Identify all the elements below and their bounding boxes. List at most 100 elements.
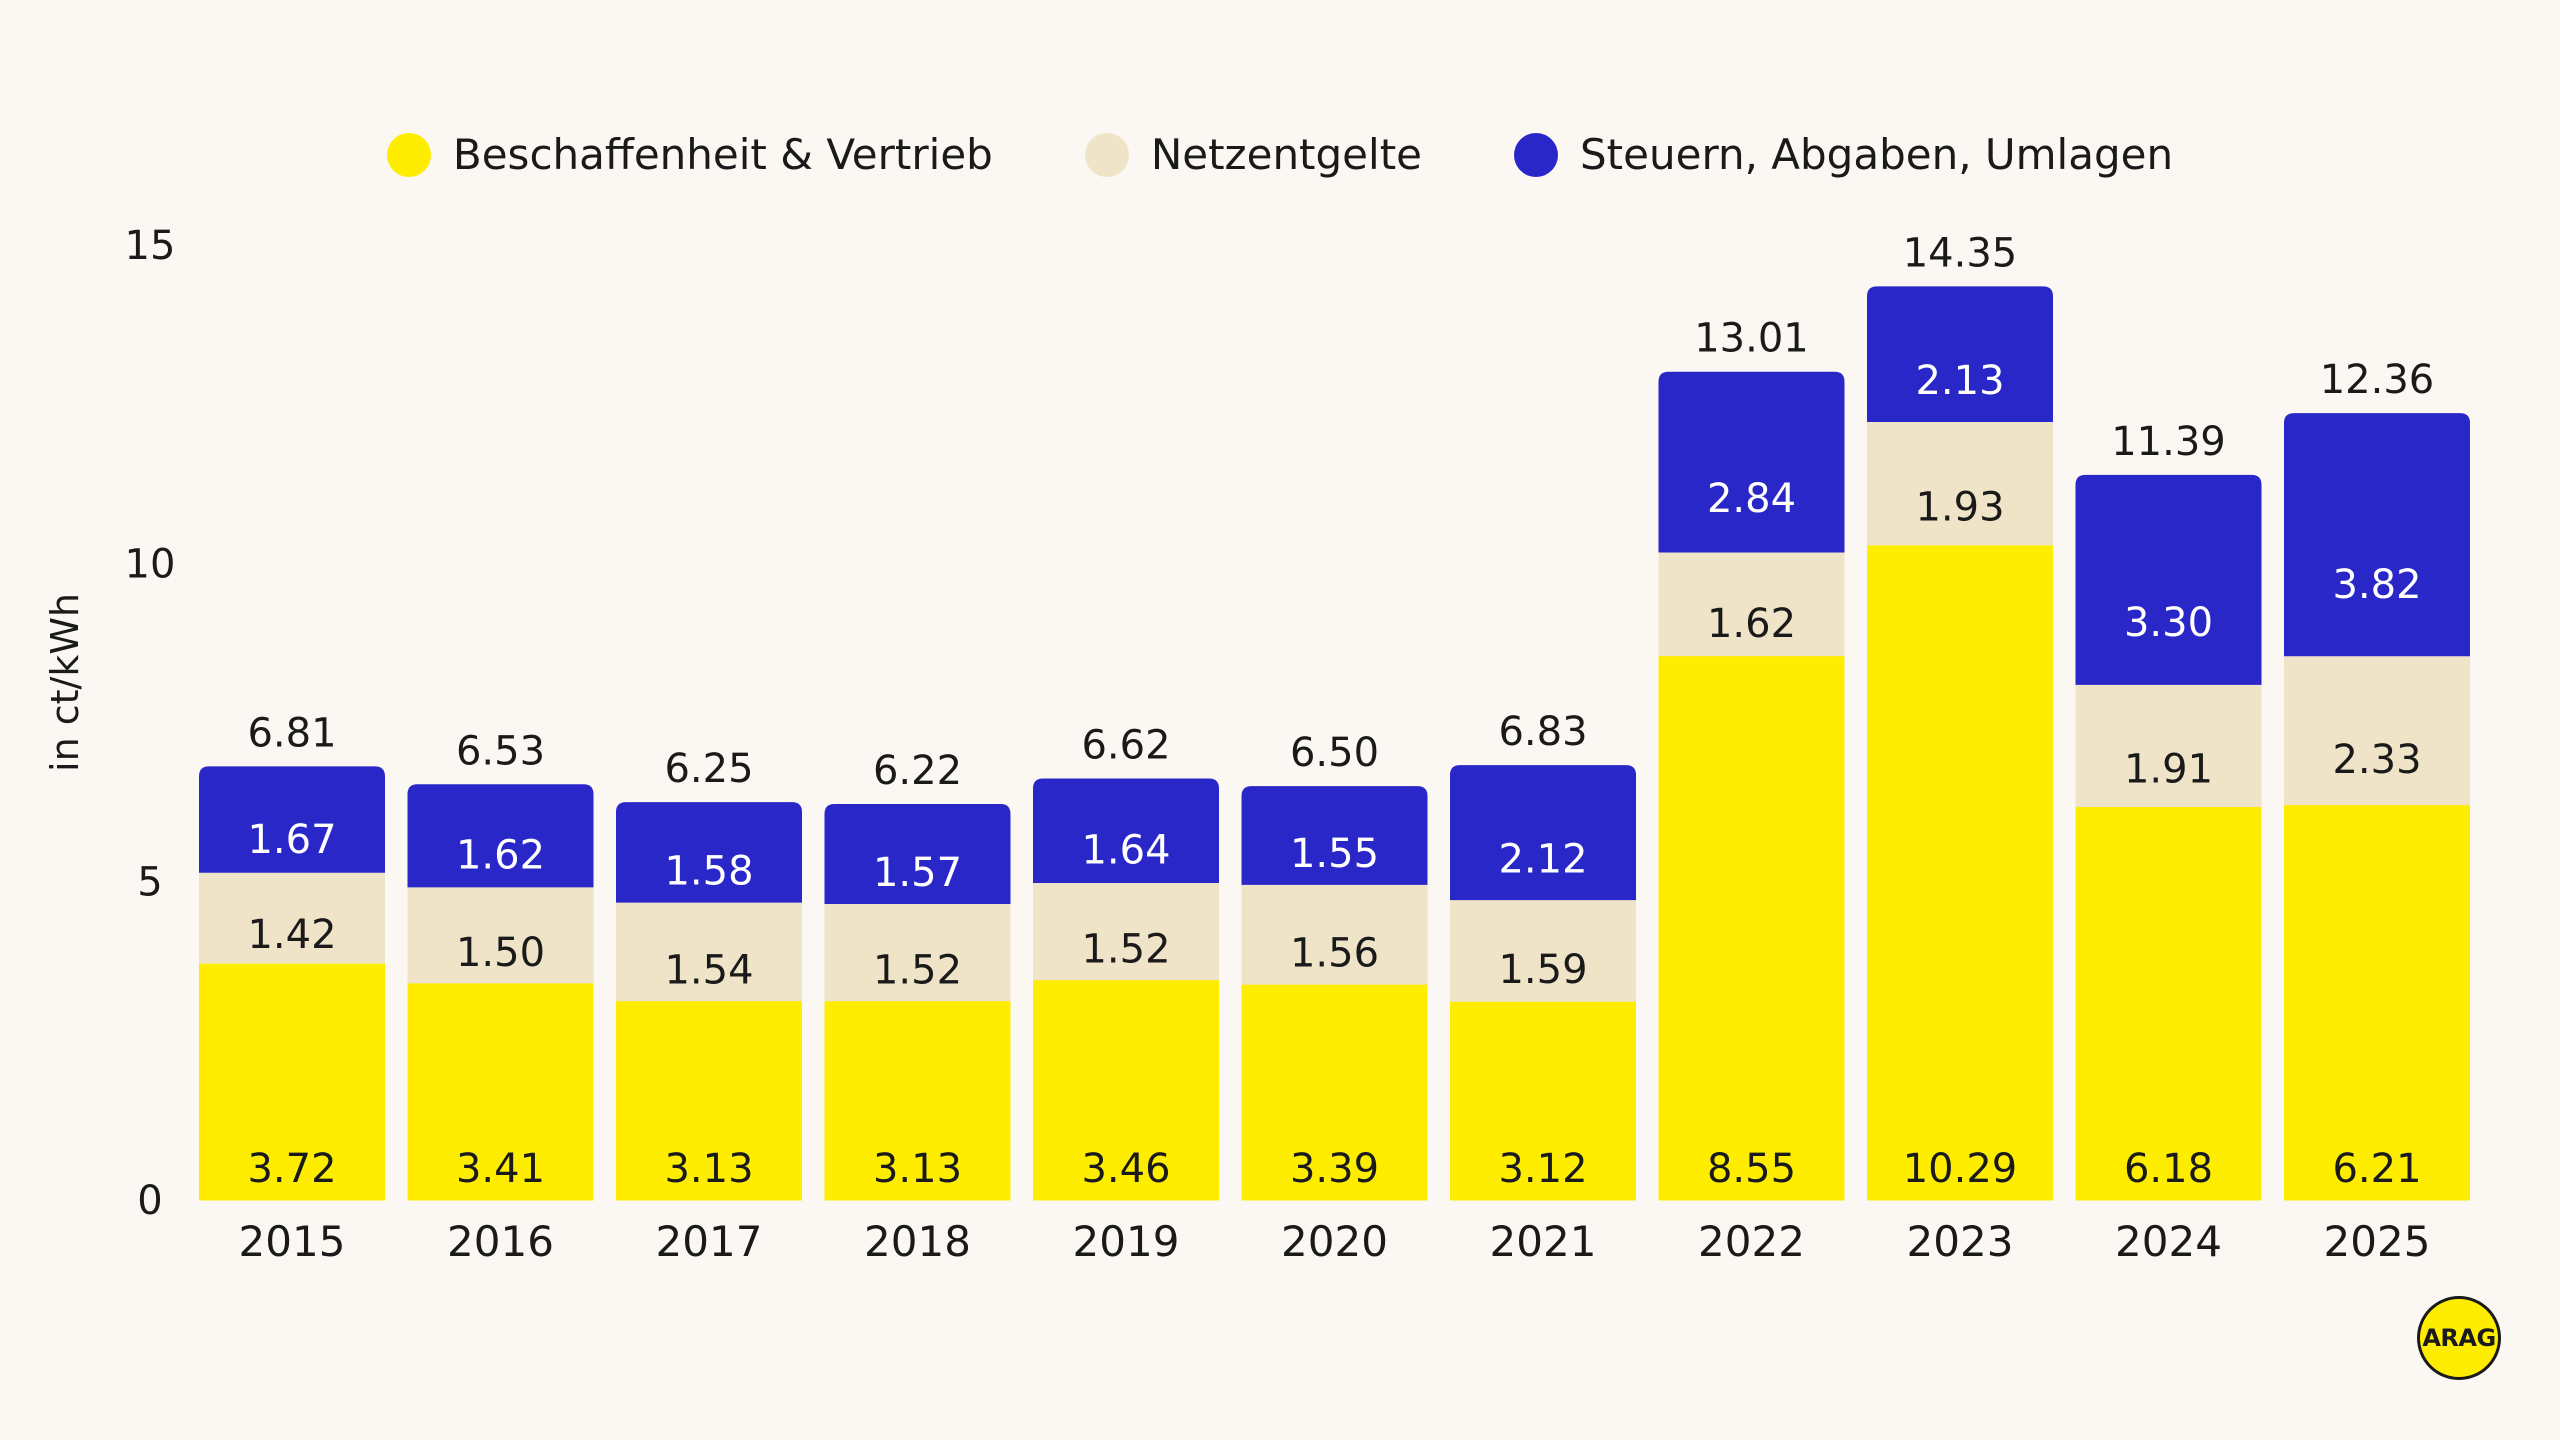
segment-value-label: 6.18 bbox=[2124, 1146, 2213, 1192]
bar-segment bbox=[2075, 684, 2262, 808]
segment-value-label: 3.13 bbox=[664, 1146, 753, 1192]
bar-segment bbox=[1867, 286, 2053, 422]
bar-segment bbox=[407, 982, 594, 1201]
segment-value-label: 1.67 bbox=[247, 817, 336, 863]
bar-segment bbox=[1033, 882, 1219, 981]
bar-total-label: 6.50 bbox=[1290, 730, 1379, 776]
legend-item-steuern: Steuern, Abgaben, Umlagen bbox=[1514, 130, 2173, 179]
bar-total-label: 12.36 bbox=[2320, 357, 2435, 403]
segment-value-label: 1.56 bbox=[1290, 930, 1379, 976]
segment-value-label: 1.55 bbox=[1290, 831, 1379, 877]
segment-value-label: 10.29 bbox=[1903, 1146, 2018, 1192]
legend-swatch-beige-icon bbox=[1084, 132, 1129, 177]
bar-segment bbox=[824, 803, 1011, 904]
segment-value-label: 1.50 bbox=[456, 930, 545, 976]
x-tick-label: 2020 bbox=[1281, 1217, 1388, 1266]
bar-segment bbox=[1241, 984, 1428, 1201]
x-tick-label: 2022 bbox=[1698, 1217, 1805, 1266]
segment-value-label: 2.12 bbox=[1498, 836, 1587, 882]
legend-label: Beschaffenheit & Vertrieb bbox=[452, 130, 993, 179]
segment-value-label: 1.62 bbox=[456, 833, 545, 879]
segment-value-label: 1.52 bbox=[873, 948, 962, 994]
bar-segment bbox=[1450, 765, 1636, 901]
bar-segment bbox=[2284, 804, 2470, 1201]
legend-item-netzentgelte: Netzentgelte bbox=[1084, 130, 1422, 179]
legend-swatch-blue-icon bbox=[1514, 132, 1559, 177]
bar-segment bbox=[616, 1000, 802, 1201]
bar-segment bbox=[616, 802, 802, 903]
bar-segment bbox=[824, 1000, 1011, 1201]
segment-value-label: 1.57 bbox=[873, 850, 962, 896]
bar-segment bbox=[2075, 474, 2262, 685]
segment-value-label: 1.93 bbox=[1915, 484, 2004, 530]
segment-value-label: 1.42 bbox=[247, 912, 336, 958]
legend-swatch-yellow-icon bbox=[386, 132, 431, 177]
segment-value-label: 3.41 bbox=[456, 1146, 545, 1192]
bar-segment bbox=[1241, 884, 1428, 985]
segment-value-label: 6.21 bbox=[2332, 1146, 2421, 1192]
bar-segment bbox=[1658, 371, 1845, 553]
x-tick-label: 2024 bbox=[2115, 1217, 2222, 1266]
chart-legend: Beschaffenheit & Vertrieb Netzentgelte S… bbox=[0, 130, 2560, 179]
bar-total-label: 6.22 bbox=[873, 748, 962, 794]
bar-segment bbox=[824, 903, 1011, 1002]
bar-segment bbox=[1867, 421, 2053, 546]
segment-value-label: 3.39 bbox=[1290, 1146, 1379, 1192]
bar-segment bbox=[616, 902, 802, 1002]
bar-segment bbox=[199, 963, 385, 1201]
bar-segment bbox=[1658, 552, 1845, 657]
bar-segment bbox=[1867, 544, 2053, 1201]
x-tick-label: 2019 bbox=[1073, 1217, 1180, 1266]
y-tick-label: 10 bbox=[125, 541, 176, 587]
bar-segment bbox=[1241, 786, 1428, 885]
bar-total-label: 11.39 bbox=[2111, 419, 2226, 465]
bar-segment bbox=[199, 766, 385, 873]
segment-value-label: 1.52 bbox=[1081, 927, 1170, 973]
bar-segment bbox=[407, 887, 594, 984]
bar-total-label: 6.25 bbox=[664, 746, 753, 792]
x-tick-label: 2018 bbox=[864, 1217, 971, 1266]
bar-segment bbox=[1033, 778, 1219, 883]
x-tick-label: 2025 bbox=[2324, 1217, 2431, 1266]
bar-segment bbox=[199, 872, 385, 964]
legend-item-beschaffenheit: Beschaffenheit & Vertrieb bbox=[386, 130, 993, 179]
bar-total-label: 14.35 bbox=[1903, 230, 2018, 276]
x-tick-label: 2021 bbox=[1490, 1217, 1597, 1266]
segment-value-label: 1.59 bbox=[1498, 947, 1587, 993]
segment-value-label: 3.13 bbox=[873, 1146, 962, 1192]
y-axis-label: in ct/kWh bbox=[43, 593, 87, 772]
x-tick-label: 2015 bbox=[239, 1217, 346, 1266]
y-tick-label: 15 bbox=[125, 223, 176, 269]
bar-segment bbox=[1450, 900, 1636, 1002]
arag-logo: ARAG bbox=[2417, 1296, 2501, 1380]
y-tick-label: 5 bbox=[137, 860, 162, 906]
segment-value-label: 8.55 bbox=[1707, 1146, 1796, 1192]
segment-value-label: 1.62 bbox=[1707, 601, 1796, 647]
bar-total-label: 6.62 bbox=[1081, 723, 1170, 769]
segment-value-label: 2.33 bbox=[2332, 737, 2421, 783]
logo-text: ARAG bbox=[2422, 1324, 2496, 1352]
bar-segment bbox=[407, 784, 594, 888]
segment-value-label: 1.91 bbox=[2124, 746, 2213, 792]
segment-value-label: 3.12 bbox=[1498, 1146, 1587, 1192]
segment-value-label: 3.72 bbox=[247, 1146, 336, 1192]
bar-segment bbox=[2284, 413, 2470, 657]
y-tick-label: 0 bbox=[137, 1178, 162, 1224]
legend-label: Steuern, Abgaben, Umlagen bbox=[1580, 130, 2174, 179]
bar-total-label: 6.81 bbox=[247, 710, 336, 756]
segment-value-label: 3.30 bbox=[2124, 600, 2213, 646]
x-tick-label: 2023 bbox=[1907, 1217, 2014, 1266]
segment-value-label: 1.54 bbox=[664, 947, 753, 993]
segment-value-label: 3.46 bbox=[1081, 1146, 1170, 1192]
bar-segment bbox=[2075, 806, 2262, 1201]
bar-total-label: 6.83 bbox=[1498, 709, 1587, 755]
x-tick-label: 2016 bbox=[447, 1217, 554, 1266]
bar-total-label: 6.53 bbox=[456, 728, 545, 774]
bar-segment bbox=[1450, 1001, 1636, 1201]
segment-value-label: 3.82 bbox=[2332, 562, 2421, 608]
segment-value-label: 1.64 bbox=[1081, 828, 1170, 874]
bar-segment bbox=[2284, 656, 2470, 806]
bar-total-label: 13.01 bbox=[1694, 316, 1809, 362]
bar-segment bbox=[1658, 655, 1845, 1201]
